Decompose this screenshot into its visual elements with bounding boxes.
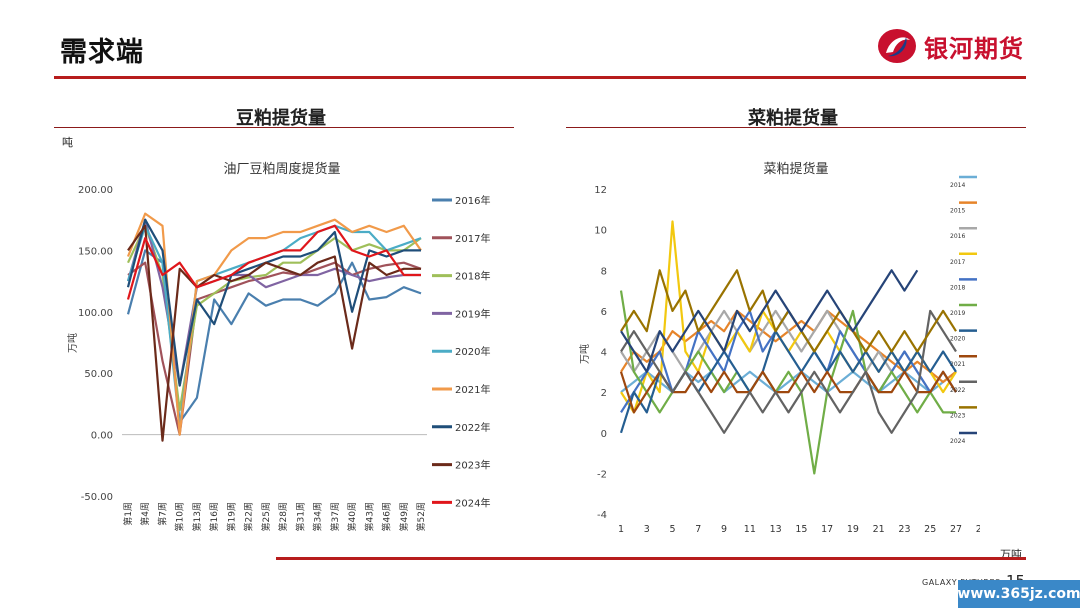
x-tick-label: 第7周 [156, 502, 168, 526]
y-tick-label: 4 [601, 348, 607, 359]
footer-divider [276, 557, 1026, 560]
x-tick-label: 第37周 [329, 502, 341, 531]
x-tick-label: 第31周 [294, 502, 306, 531]
x-tick-label: 第46周 [381, 502, 393, 531]
x-tick-label: 11 [744, 524, 756, 535]
series-line [127, 224, 421, 442]
x-tick-label: 1 [618, 524, 624, 535]
legend-label: 2022 [950, 387, 965, 394]
series-line [620, 309, 957, 434]
right-section-title: 菜粕提货量 [748, 108, 838, 129]
x-tick-label: 第28周 [277, 502, 289, 531]
legend-label: 2018年 [455, 270, 490, 283]
chart-title: 菜粕提货量 [763, 161, 828, 177]
x-tick-label: 17 [821, 524, 833, 535]
x-tick-label: 第49周 [398, 502, 410, 531]
page-title: 需求端 [60, 37, 144, 68]
x-tick-label: 27 [950, 524, 962, 535]
x-tick-label: 第19周 [225, 502, 237, 531]
y-tick-label: 200.00 [78, 185, 113, 196]
header-divider [54, 76, 1026, 79]
x-tick-label: 15 [795, 524, 807, 535]
x-tick-label: 23 [898, 524, 910, 535]
y-tick-label: -2 [597, 469, 607, 480]
logo: 银河期货 [876, 26, 1024, 66]
x-tick-label: 第16周 [208, 502, 220, 531]
x-tick-label: 21 [873, 524, 885, 535]
series-line [127, 261, 422, 436]
logo-text: 银河期货 [924, 34, 1024, 63]
x-tick-label: 9 [721, 524, 727, 535]
x-tick-label: 19 [847, 524, 859, 535]
legend-label: 2019 [950, 310, 965, 317]
x-tick-label: 第4周 [139, 502, 151, 526]
x-tick-label: 第10周 [174, 502, 186, 531]
chart-title: 油厂豆粕周度提货量 [223, 161, 340, 177]
legend-label: 2023年 [455, 459, 490, 472]
series-line [126, 218, 421, 387]
legend-label: 2016年 [455, 194, 490, 207]
galaxy-logo-icon [878, 29, 916, 63]
left-section-divider [54, 127, 514, 128]
x-tick-label: 第34周 [312, 502, 324, 531]
y-axis-label: 万吨 [66, 333, 79, 353]
x-tick-label: 25 [924, 524, 936, 535]
x-tick-label: 第22周 [243, 502, 255, 531]
legend-label: 2019年 [455, 307, 490, 320]
x-tick-label: 第40周 [346, 502, 358, 531]
series-line [126, 212, 422, 436]
legend-label: 2015 [950, 208, 965, 215]
legend-label: 2016 [950, 233, 965, 240]
y-tick-label: 100.00 [78, 308, 113, 319]
x-tick-label: 5 [670, 524, 676, 535]
x-tick-label: 13 [770, 524, 782, 535]
legend-label: 2023 [950, 412, 965, 419]
y-tick-label: -50.00 [81, 492, 113, 503]
y-tick-label: 0.00 [91, 431, 113, 442]
legend-label: 2024年 [455, 496, 490, 509]
series-line [620, 309, 957, 413]
x-tick-label: 第1周 [122, 502, 134, 526]
legend-label: 2017年 [455, 232, 490, 245]
legend-label: 2021年 [455, 383, 490, 396]
x-tick-label: 7 [695, 524, 701, 535]
series-line [620, 220, 957, 414]
legend-label: 2021 [950, 361, 965, 368]
x-tick-label: 3 [644, 524, 650, 535]
x-tick-label: 第25周 [260, 502, 272, 531]
y-tick-label: 50.00 [84, 369, 113, 380]
y-tick-label: 12 [594, 185, 607, 196]
y-tick-label: 0 [601, 429, 607, 440]
legend-label: 2017 [950, 259, 965, 266]
y-axis-label: 万吨 [578, 344, 591, 364]
series-line [619, 370, 957, 414]
legend-label: 2018 [950, 284, 965, 291]
legend-label: 2022年 [455, 421, 490, 434]
legend-label: 2024 [950, 438, 965, 445]
series-line [620, 269, 919, 373]
y-tick-label: 6 [601, 307, 607, 318]
legend-label: 2014 [950, 182, 965, 189]
y-tick-label: 10 [594, 226, 607, 237]
legend-label: 2020年 [455, 345, 490, 358]
y-tick-label: 8 [601, 266, 607, 277]
x-tick-label: 29 [976, 524, 980, 535]
soymeal-weekly-chart: 油厂豆粕周度提货量 200.00 150.00 100.00 50.00 0.00 -50.… [66, 161, 490, 531]
left-section-title: 豆粕提货量 [236, 108, 326, 129]
right-section-divider [566, 127, 1026, 128]
watermark: www.365jz.com [957, 580, 1080, 608]
series-line [126, 224, 421, 300]
x-tick-label: 第52周 [415, 502, 427, 531]
y-tick-label: -4 [597, 510, 607, 521]
x-tick-label: 第43周 [363, 502, 375, 531]
y-tick-label: 150.00 [78, 246, 113, 257]
legend-label: 2020 [950, 336, 965, 343]
x-tick-label: 第13周 [191, 502, 203, 531]
y-tick-label: 2 [601, 388, 607, 399]
left-unit-label: 吨 [62, 136, 73, 149]
